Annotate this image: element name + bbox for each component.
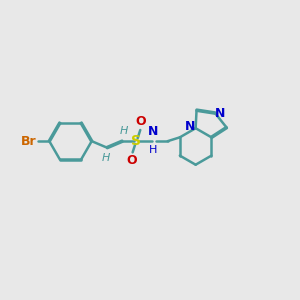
Text: O: O xyxy=(136,115,146,128)
Text: S: S xyxy=(131,134,142,148)
Text: H: H xyxy=(119,127,128,136)
Text: H: H xyxy=(102,153,110,163)
Text: N: N xyxy=(215,106,225,119)
Text: O: O xyxy=(127,154,137,167)
Text: N: N xyxy=(185,120,196,133)
Text: H: H xyxy=(149,145,158,155)
Text: N: N xyxy=(148,125,159,138)
Text: Br: Br xyxy=(21,135,37,148)
